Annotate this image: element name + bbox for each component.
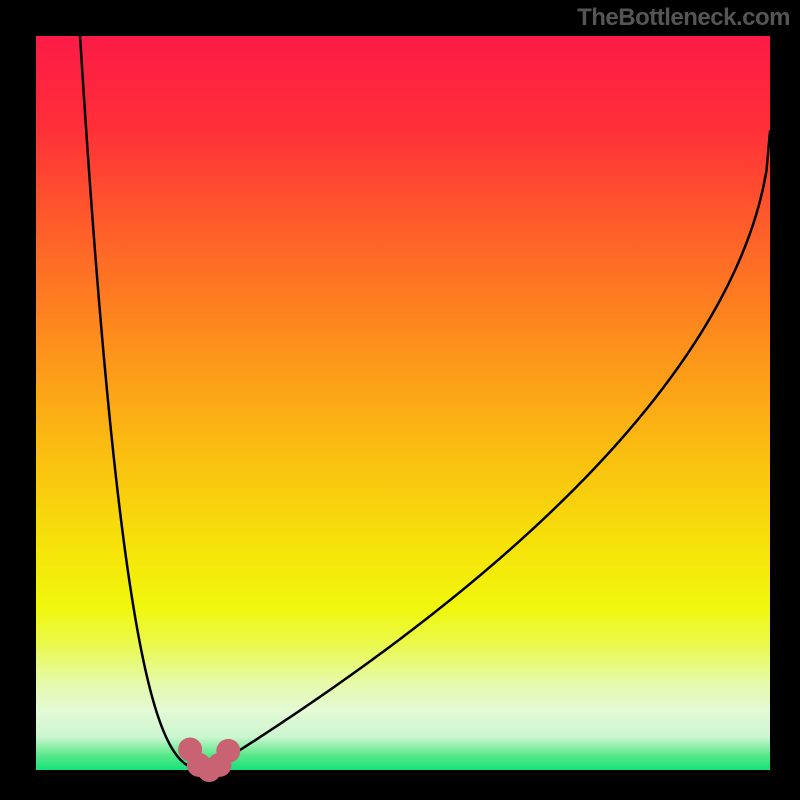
bottleneck-chart xyxy=(0,0,800,800)
optimal-marker xyxy=(216,739,240,763)
watermark-text: TheBottleneck.com xyxy=(577,4,790,32)
gradient-plot-area xyxy=(36,36,770,770)
